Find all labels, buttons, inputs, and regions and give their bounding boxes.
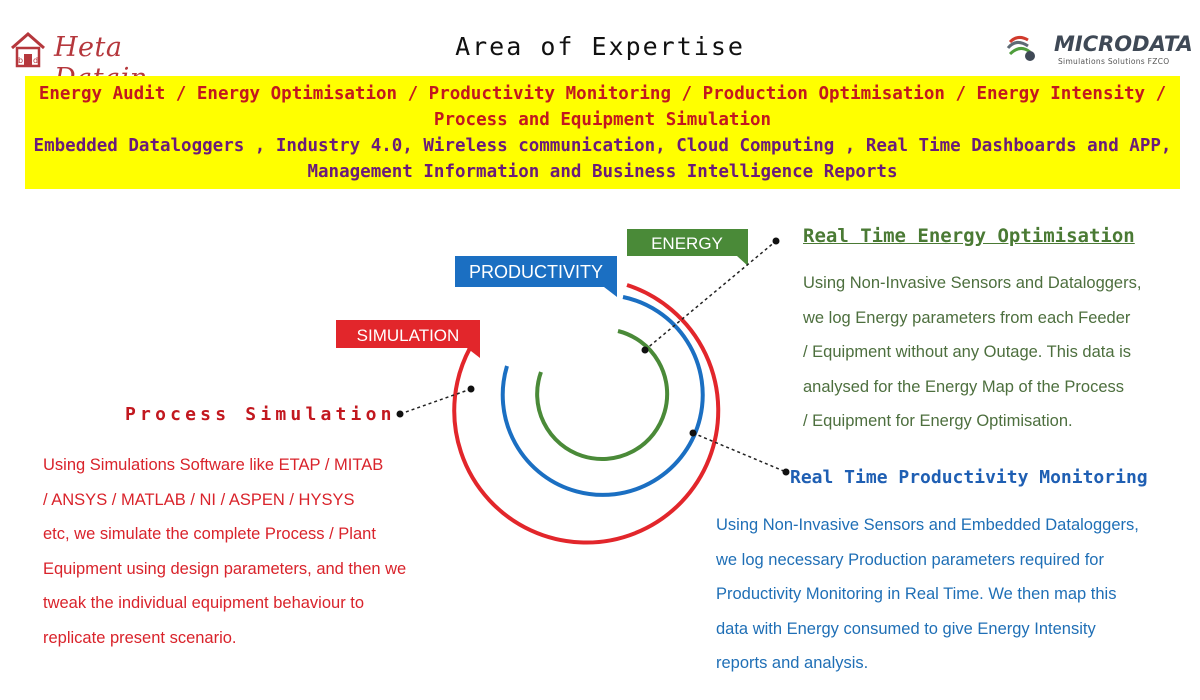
process-line: etc, we simulate the complete Process / …: [43, 525, 376, 543]
productivity-description: Using Non-Invasive Sensors and Embedded …: [716, 508, 1186, 681]
energy-connector-dot-start: [641, 346, 649, 354]
process-description: Using Simulations Software like ETAP / M…: [43, 448, 453, 655]
process-line: tweak the individual equipment behaviour…: [43, 594, 365, 612]
brand-tagline-right: Simulations Solutions FZCO: [1058, 57, 1170, 66]
energy-heading: Real Time Energy Optimisation: [803, 225, 1135, 247]
banner-line-3: Embedded Dataloggers , Industry 4.0, Wir…: [33, 136, 1172, 156]
process-connector: [399, 388, 472, 415]
productivity-connector: [692, 432, 787, 473]
microdata-logo: MICRODATA Simulations Solutions FZCO: [1000, 30, 1200, 70]
house-icon: b d: [11, 32, 45, 68]
energy-line: we log Energy parameters from each Feede…: [803, 308, 1131, 327]
energy-connector: [644, 240, 777, 351]
energy-line: analysed for the Energy Map of the Proce…: [803, 377, 1125, 396]
productivity-heading: Real Time Productivity Monitoring: [790, 467, 1148, 488]
process-line: replicate present scenario.: [43, 628, 237, 647]
process-connector-dot-end: [396, 410, 404, 418]
productivity-line: Using Non-Invasive Sensors and Embedded …: [716, 516, 1139, 534]
simulation-tag: SIMULATION: [336, 320, 480, 358]
productivity-tag-label: PRODUCTIVITY: [469, 262, 603, 282]
productivity-connector-dot-end: [782, 468, 790, 476]
productivity-line: data with Energy consumed to give Energy…: [716, 619, 1096, 638]
simulation-tag-label: SIMULATION: [357, 326, 460, 345]
banner-line-2: Process and Equipment Simulation: [433, 110, 772, 130]
process-line: Using Simulations Software like ETAP / M…: [43, 456, 384, 474]
productivity-line: we log necessary Production parameters r…: [716, 550, 1104, 569]
microdata-swirl-icon: [1006, 35, 1035, 61]
process-heading: Process Simulation: [125, 404, 396, 425]
process-connector-dot-start: [467, 385, 475, 393]
simulation-arc: [452, 283, 721, 545]
energy-connector-dot-end: [772, 237, 780, 245]
energy-arc: [535, 329, 670, 462]
svg-text:d: d: [33, 56, 38, 65]
productivity-line: Productivity Monitoring in Real Time. We…: [716, 585, 1117, 603]
svg-text:b: b: [18, 56, 23, 65]
productivity-arc: [500, 295, 705, 497]
banner-line-1: Energy Audit / Energy Optimisation / Pro…: [38, 84, 1167, 104]
productivity-connector-dot-start: [689, 429, 697, 437]
expertise-banner: Energy Audit / Energy Optimisation / Pro…: [25, 76, 1180, 189]
energy-line: Using Non-Invasive Sensors and Datalogge…: [803, 274, 1142, 292]
energy-line: / Equipment for Energy Optimisation.: [803, 412, 1073, 430]
brand-name-right: MICRODATA: [1054, 32, 1193, 56]
process-line: Equipment using design parameters, and t…: [43, 559, 407, 578]
banner-line-4: Management Information and Business Inte…: [307, 162, 898, 182]
energy-tag: ENERGY: [627, 229, 748, 266]
energy-description: Using Non-Invasive Sensors and Datalogge…: [803, 266, 1183, 439]
page-title: Area of Expertise: [455, 32, 745, 61]
productivity-tag: PRODUCTIVITY: [455, 256, 617, 297]
productivity-line: reports and analysis.: [716, 654, 869, 672]
energy-tag-label: ENERGY: [651, 234, 723, 253]
process-line: / ANSYS / MATLAB / NI / ASPEN / HYSYS: [43, 490, 355, 509]
energy-line: / Equipment without any Outage. This dat…: [803, 343, 1132, 361]
